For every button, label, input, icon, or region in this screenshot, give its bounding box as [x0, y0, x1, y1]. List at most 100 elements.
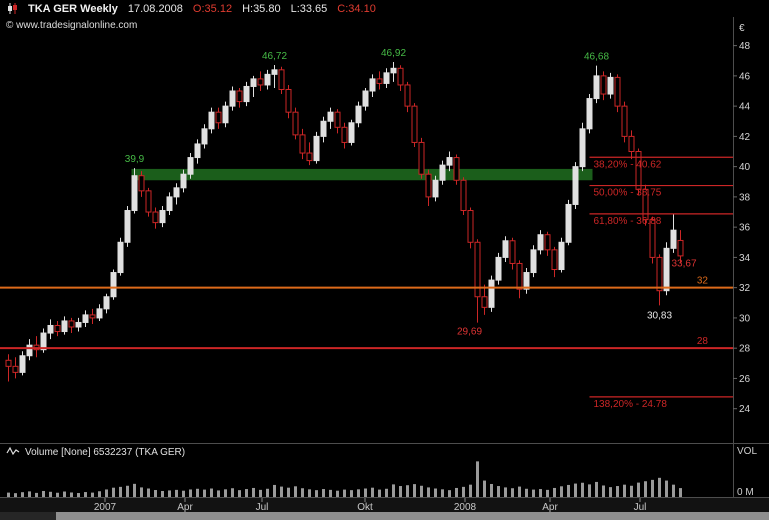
volume-bar: [98, 491, 101, 497]
candle: [432, 179, 439, 198]
volume-bar: [280, 486, 283, 497]
candle: [642, 188, 649, 221]
volume-bar: [343, 489, 346, 497]
y-axis-tick: 38: [739, 192, 751, 203]
volume-bar: [406, 485, 409, 497]
volume-bar: [462, 486, 465, 497]
candle: [285, 88, 292, 113]
candle: [635, 151, 642, 190]
volume-bar: [175, 489, 178, 497]
x-axis-label: Jul: [634, 502, 647, 513]
volume-bar: [35, 492, 38, 497]
candle: [75, 321, 82, 328]
x-axis-label: Jul: [256, 502, 269, 513]
candle: [250, 78, 257, 87]
x-axis-label: Apr: [177, 502, 193, 513]
volume-bar: [371, 487, 374, 497]
y-axis-tick: 42: [739, 132, 751, 143]
time-axis[interactable]: 2007 Apr Jul Okt 2008 Apr Jul: [0, 498, 769, 513]
volume-bar: [357, 489, 360, 497]
candle: [614, 76, 621, 107]
horizontal-support-lines[interactable]: 32 28: [0, 276, 733, 350]
candle: [292, 111, 299, 136]
volume-bar: [532, 489, 535, 497]
candle: [376, 78, 383, 84]
volume-bar: [504, 487, 507, 497]
volume-bar: [77, 493, 80, 497]
candle: [593, 75, 600, 100]
candle: [96, 308, 103, 319]
candle: [264, 73, 271, 86]
candle: [12, 365, 19, 373]
price-annotations: 39,9 46,72 46,92 46,68 29,69 30,83 33,67: [125, 48, 697, 338]
price-axis[interactable]: €48 46 44 42 40 38 36 34 32 30 28 26 24: [733, 23, 751, 415]
volume-bar: [616, 486, 619, 497]
candle: [82, 314, 89, 323]
annotation-label: 39,9: [125, 154, 145, 165]
volume-bar: [28, 491, 31, 497]
candle: [89, 314, 96, 319]
volume-bar: [308, 489, 311, 497]
candle: [418, 141, 425, 175]
candle: [166, 196, 173, 212]
candle: [222, 105, 229, 124]
candle: [306, 152, 313, 162]
candlestick-series[interactable]: [5, 61, 684, 382]
volume-bar: [42, 490, 45, 497]
volume-bar: [294, 486, 297, 497]
candle: [327, 111, 334, 122]
volume-bar: [679, 488, 682, 497]
candle: [453, 157, 460, 181]
volume-bar: [602, 485, 605, 497]
volume-bar: [672, 484, 675, 497]
volume-bar: [518, 486, 521, 497]
volume-bar: [252, 487, 255, 497]
volume-bar: [259, 489, 262, 497]
date-label: 17.08.2008: [127, 2, 183, 15]
candle: [355, 105, 362, 124]
fib-level-label: 138,20% - 24.78: [594, 399, 668, 410]
candle: [40, 332, 47, 351]
volume-header[interactable]: Volume [None] 6532237 (TKA GER): [6, 446, 185, 459]
volume-bar: [469, 484, 472, 497]
candle: [180, 173, 187, 189]
annotation-label: 33,67: [672, 258, 697, 269]
low-value: L:33.65: [290, 2, 328, 15]
candle: [362, 90, 369, 107]
open-value: O:35.12: [192, 2, 233, 15]
volume-bar: [595, 481, 598, 497]
volume-bar: [483, 480, 486, 497]
volume-bar: [105, 489, 108, 497]
volume-bar: [231, 488, 234, 497]
y-axis-tick: 46: [739, 71, 751, 82]
candle: [68, 320, 75, 328]
candle: [537, 234, 544, 251]
volume-bar: [91, 492, 94, 497]
candle: [313, 135, 320, 162]
candle: [159, 210, 166, 224]
fibonacci-levels[interactable]: 38,20% - 40.62 50,00% - 38.75 61,80% - 36.…: [589, 156, 734, 410]
volume-bar: [84, 492, 87, 497]
candle: [474, 241, 481, 298]
volume-bar: [574, 483, 577, 497]
support-line-label: 28: [697, 336, 709, 347]
volume-bar: [224, 489, 227, 497]
volume-bar: [567, 484, 570, 497]
volume-bar: [560, 486, 563, 497]
horizontal-scrollbar-thumb[interactable]: [56, 512, 769, 520]
currency-unit-label: €: [739, 23, 745, 34]
candle: [670, 229, 677, 249]
x-axis-label: 2007: [94, 502, 117, 513]
candle: [544, 234, 551, 251]
volume-bar: [350, 490, 353, 497]
y-axis-tick: 24: [739, 404, 751, 415]
high-value: H:35.80: [242, 2, 281, 15]
volume-indicator-icon: [6, 446, 20, 459]
resistance-zone[interactable]: [131, 168, 593, 181]
candle: [516, 262, 523, 290]
candle: [565, 203, 572, 243]
candle: [467, 210, 474, 243]
candle: [278, 69, 285, 90]
candle: [628, 135, 635, 153]
